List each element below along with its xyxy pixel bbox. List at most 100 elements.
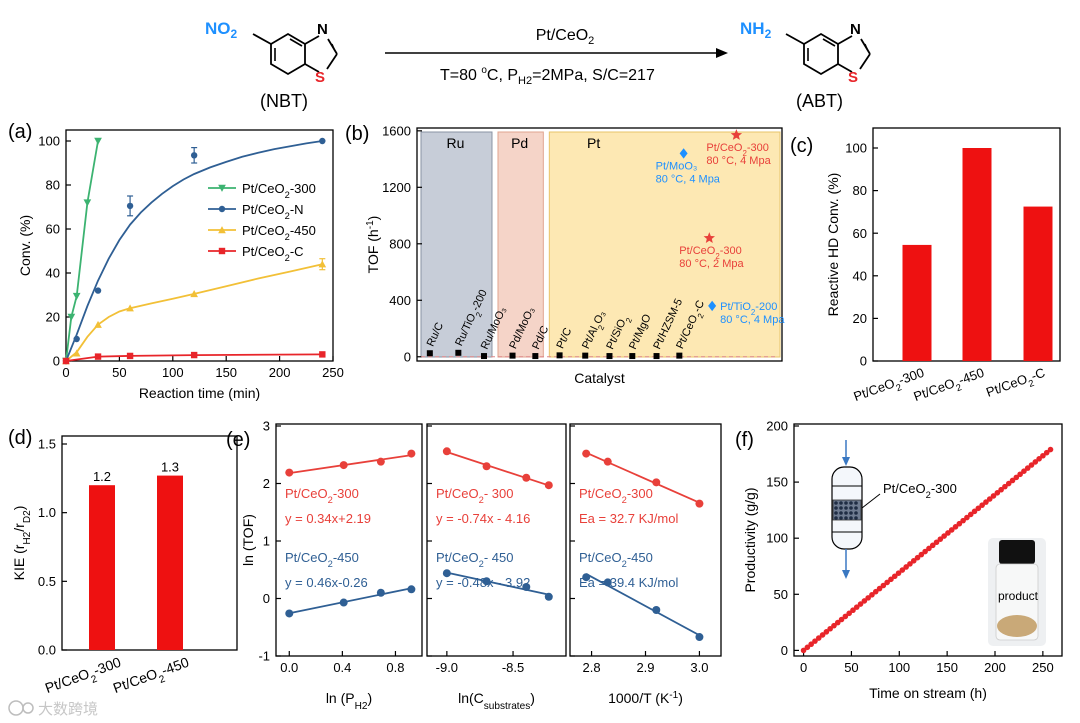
label-part: Pt/TiO (720, 301, 751, 313)
panel-label: (c) (790, 135, 813, 157)
b-highlight-label: Pt/MoO₃ (656, 160, 698, 172)
e-series-label: Pt/CeO2- 300 (436, 486, 513, 505)
a-data-point (83, 199, 92, 207)
b-catalyst-point (606, 353, 613, 360)
catalyst-particle (849, 506, 853, 510)
catalyst-particle (839, 501, 843, 505)
label-part: 2 (955, 382, 963, 393)
e-y-tick-label: 1 (263, 534, 270, 549)
flow-out-arrowhead (842, 570, 850, 579)
label-part: -1 (669, 690, 678, 701)
reactor-label-pointer (861, 493, 881, 509)
f-data-point (956, 520, 963, 527)
d-y-axis-title: KIE (rH2/rD2) (11, 506, 33, 581)
label-part: 2 (158, 673, 167, 685)
e-x1-tick-label: -9.0 (436, 660, 458, 675)
f-data-point (983, 499, 989, 505)
catalyst-particle (834, 501, 838, 505)
b-catalyst-point (426, 350, 433, 357)
e-data-point (522, 583, 531, 591)
a-x-axis-title: Reaction time (min) (139, 385, 260, 401)
e-data-point (603, 457, 612, 466)
catalyst-particle (854, 516, 858, 520)
label-part: -300 (290, 181, 316, 196)
f-x-axis-title: Time on stream (h) (869, 685, 987, 701)
label-part: ) (368, 690, 373, 706)
catalyst-particle (844, 501, 848, 505)
d-y-tick-label: 0.0 (38, 643, 56, 658)
label-part: -300 (720, 245, 742, 257)
label-part: Pt/CeO (851, 375, 896, 404)
catalyst-particle (849, 501, 853, 505)
amino-group-label: NH2 (740, 19, 772, 41)
catalyst-particle (844, 511, 848, 515)
label-part: 2 (715, 252, 719, 261)
d-bar (157, 475, 183, 650)
a-data-point (126, 202, 134, 210)
e-y-axis-title: ln (TOF) (240, 514, 256, 566)
atom-s: S (315, 69, 325, 86)
f-data-point (823, 629, 830, 635)
b-region-label: Pt (587, 135, 600, 151)
e-x-axis-title: ln(Csubstrates) (458, 690, 535, 712)
b-y-tick-label: 1200 (382, 180, 411, 195)
product-label: (ABT) (796, 91, 843, 111)
f-data-point (990, 493, 997, 499)
f-x-tick-label: 100 (888, 660, 910, 675)
f-data-point (1036, 456, 1042, 462)
label-part: 2 (622, 559, 627, 569)
f-data-point (1009, 477, 1016, 484)
label-part: Pt/CeO (43, 665, 92, 696)
label-part: 2 (742, 149, 746, 158)
e-data-point (652, 478, 661, 487)
f-data-point (876, 585, 883, 592)
label-part: -450 (159, 654, 191, 679)
b-region-pd (497, 131, 544, 358)
axes-frame (426, 423, 567, 657)
vial-cap (999, 540, 1035, 564)
e-data-point (285, 609, 294, 618)
panel-label: (d) (8, 427, 32, 449)
panel-label: (b) (345, 123, 369, 145)
catalyst-particle (854, 501, 858, 505)
b-highlight-condition: 80 °C, 4 Mpa (720, 314, 785, 326)
label-part: Pt/CeO (579, 550, 622, 565)
label-part: -450 (333, 550, 359, 565)
label-part: -300 (333, 486, 359, 501)
label-part: -C (290, 244, 304, 259)
b-catalyst-point (509, 352, 516, 359)
f-data-point (945, 530, 951, 536)
f-data-point (1028, 462, 1035, 468)
e-x0-tick-label: 0.8 (386, 660, 404, 675)
label-part: H2 (355, 701, 368, 712)
f-data-point (895, 570, 902, 576)
f-data-point (986, 496, 993, 502)
label-part: -300 (627, 486, 653, 501)
label-part: -450 (956, 365, 986, 388)
a-data-point (94, 353, 102, 360)
f-x-tick-label: 200 (984, 660, 1006, 675)
label-part: 2 (479, 495, 484, 505)
f-data-point (808, 641, 814, 648)
label-part: -450 (290, 223, 316, 238)
catalyst-particle (839, 506, 843, 510)
a-x-tick-label: 250 (322, 365, 344, 380)
catalyst-particle (844, 506, 848, 510)
label-part: Pt/CeO (883, 481, 926, 496)
label-part: ) (678, 690, 683, 706)
a-x-tick-label: 0 (62, 365, 69, 380)
c-y-tick-label: 20 (853, 311, 867, 326)
f-data-point (850, 607, 856, 614)
label-part: Pt/CeO (436, 550, 479, 565)
c-category-label: Pt/CeO2-C (984, 365, 1048, 404)
panel-c-hd-bar-chart: (c) 0 20 40 60 80 100 Reactive HD Conv. (%) Pt/C… (790, 127, 1061, 404)
reaction-scheme: NO2 N S (NBT) Pt/CeO2 T=80 oC, PH2=2MPa,… (205, 19, 871, 111)
e-x-axis-title: ln (PH2) (326, 690, 372, 712)
label-part: Pt/CeO (242, 202, 285, 217)
b-region-pt (548, 131, 781, 358)
f-data-point (861, 598, 868, 604)
f-y-axis-title: Productivity (g/g) (742, 487, 758, 592)
f-data-point (834, 619, 841, 626)
b-highlight-point (679, 148, 688, 159)
label-part: -N (290, 202, 304, 217)
